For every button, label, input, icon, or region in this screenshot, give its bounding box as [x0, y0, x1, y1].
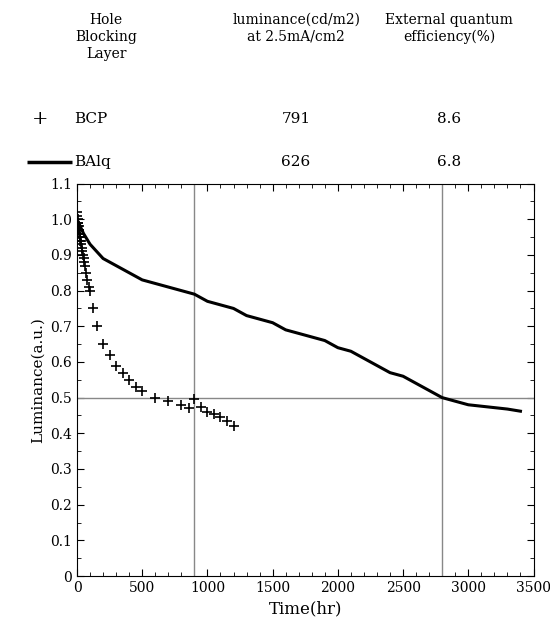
Point [76, 239, 85, 249]
Point [73, 214, 82, 224]
Point [84, 282, 93, 292]
Point [223, 416, 232, 426]
Point [125, 375, 134, 385]
Point [112, 360, 120, 370]
Point [75, 229, 84, 239]
Point [177, 399, 186, 410]
X-axis label: Time(hr): Time(hr) [268, 601, 342, 617]
Point [74, 218, 82, 228]
Text: 6.8: 6.8 [437, 154, 461, 168]
Point [77, 242, 86, 253]
Text: 791: 791 [282, 112, 311, 126]
Text: 626: 626 [282, 154, 311, 168]
Text: BCP: BCP [74, 112, 108, 126]
Point [76, 232, 85, 242]
Y-axis label: Luminance(a.u.): Luminance(a.u.) [31, 317, 45, 442]
Text: BAlq: BAlq [74, 154, 111, 168]
Point [203, 407, 212, 417]
Point [92, 321, 101, 331]
Text: 8.6: 8.6 [437, 112, 461, 126]
Point [80, 261, 89, 271]
Point [131, 382, 140, 392]
Point [73, 211, 81, 221]
Point [79, 250, 87, 260]
Point [151, 392, 160, 403]
Point [76, 235, 85, 246]
Point [164, 396, 173, 406]
Point [196, 401, 205, 411]
Text: luminance(cd/m2)
at 2.5mA/cm2: luminance(cd/m2) at 2.5mA/cm2 [232, 13, 360, 44]
Point [98, 339, 107, 349]
Point [73, 218, 82, 228]
Point [83, 275, 92, 285]
Point [79, 253, 88, 263]
Point [80, 257, 89, 267]
Point [74, 222, 83, 232]
Point [86, 285, 95, 296]
Text: Hole
Blocking
Layer: Hole Blocking Layer [75, 13, 137, 61]
Point [75, 225, 84, 235]
Point [118, 368, 127, 378]
Point [78, 246, 86, 256]
Point [105, 350, 114, 360]
Point [138, 385, 147, 396]
Point [190, 394, 199, 404]
Point [185, 403, 194, 413]
Text: +: + [32, 110, 48, 128]
Point [75, 232, 84, 242]
Point [229, 421, 238, 431]
Point [74, 225, 83, 235]
Point [74, 222, 82, 232]
Point [88, 303, 97, 313]
Point [73, 207, 81, 217]
Point [82, 268, 91, 278]
Point [75, 229, 84, 239]
Point [216, 412, 225, 422]
Point [210, 409, 218, 419]
Text: External quantum
efficiency(%): External quantum efficiency(%) [386, 13, 513, 44]
Point [76, 235, 85, 246]
